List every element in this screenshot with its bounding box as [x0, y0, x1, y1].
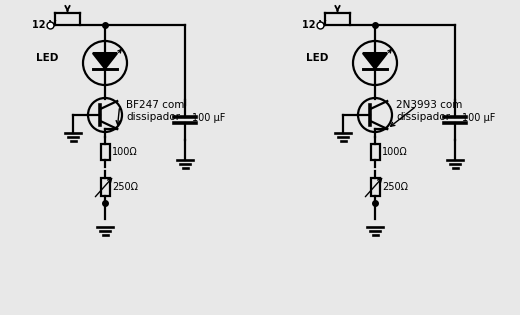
- Text: 250Ω: 250Ω: [112, 182, 138, 192]
- Text: 12 V: 12 V: [32, 20, 56, 30]
- Text: 100Ω: 100Ω: [382, 147, 408, 157]
- Text: LED: LED: [36, 53, 58, 63]
- Text: 100 μF: 100 μF: [462, 113, 496, 123]
- Text: 100 μF: 100 μF: [192, 113, 225, 123]
- Text: 2N3993 com
dissipador: 2N3993 com dissipador: [396, 100, 462, 122]
- Bar: [100, 178, 110, 196]
- Text: BF247 com
dissipador: BF247 com dissipador: [126, 100, 185, 122]
- Polygon shape: [93, 53, 117, 68]
- Text: 100Ω: 100Ω: [112, 147, 138, 157]
- Bar: [100, 144, 110, 160]
- Bar: [370, 178, 380, 196]
- Text: 250Ω: 250Ω: [382, 182, 408, 192]
- Text: 12 V: 12 V: [302, 20, 327, 30]
- Polygon shape: [363, 53, 387, 68]
- Text: LED: LED: [306, 53, 328, 63]
- Bar: [370, 144, 380, 160]
